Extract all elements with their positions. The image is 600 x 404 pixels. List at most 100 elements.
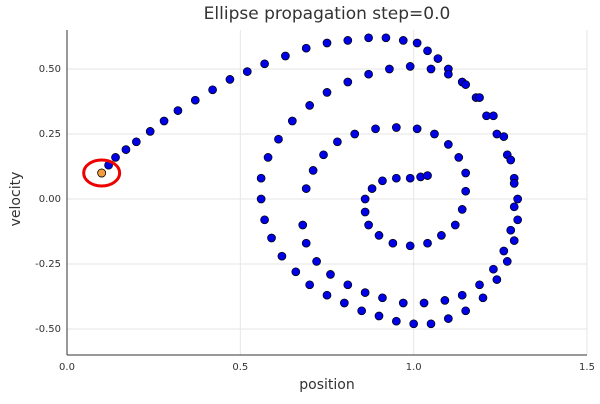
point <box>343 77 353 87</box>
point <box>319 150 328 160</box>
point <box>433 54 443 63</box>
point <box>423 171 432 180</box>
point <box>343 36 353 45</box>
point <box>242 67 252 76</box>
point <box>256 173 266 183</box>
point <box>391 173 401 183</box>
point <box>190 95 200 105</box>
point <box>305 101 315 110</box>
y-tick-label: 0.00 <box>39 194 61 205</box>
point <box>267 233 276 243</box>
point <box>274 134 283 144</box>
point <box>360 194 370 204</box>
point <box>423 238 432 248</box>
point <box>405 62 415 71</box>
point <box>440 296 450 305</box>
point <box>260 215 269 225</box>
point <box>381 33 391 43</box>
point <box>426 319 436 329</box>
point <box>281 51 290 61</box>
point <box>423 46 432 56</box>
point <box>301 184 311 193</box>
point <box>263 153 273 162</box>
point <box>360 288 370 297</box>
point <box>398 36 408 45</box>
point <box>509 179 519 188</box>
point <box>256 194 266 204</box>
point <box>437 231 446 240</box>
point <box>502 257 512 266</box>
point <box>333 137 342 147</box>
point <box>350 129 360 139</box>
point <box>398 298 408 308</box>
highlight-ring <box>82 158 122 188</box>
point <box>364 33 373 43</box>
point <box>499 132 509 141</box>
point <box>506 155 516 165</box>
point <box>385 64 394 74</box>
point <box>506 225 516 235</box>
point <box>287 116 297 126</box>
point <box>461 306 471 316</box>
x-axis-label: position <box>299 377 354 393</box>
point <box>364 220 373 230</box>
point <box>450 220 460 230</box>
point <box>357 306 367 316</box>
point <box>374 311 384 321</box>
point <box>430 129 439 139</box>
point <box>419 298 429 308</box>
point <box>391 316 401 326</box>
point <box>145 127 155 136</box>
point <box>405 241 415 251</box>
point <box>312 257 321 266</box>
point <box>301 43 311 53</box>
point <box>475 93 484 102</box>
point <box>298 220 308 230</box>
point <box>367 184 377 193</box>
point <box>121 145 131 154</box>
point <box>454 153 464 162</box>
point <box>343 280 353 290</box>
x-tick-label: 0.5 <box>232 362 248 373</box>
point <box>388 238 398 248</box>
point <box>509 236 519 245</box>
y-tick-label: -0.50 <box>35 324 61 335</box>
point <box>111 153 120 162</box>
point <box>131 137 141 147</box>
point <box>308 166 318 175</box>
point <box>225 75 235 84</box>
point <box>443 140 453 149</box>
point <box>461 80 471 89</box>
y-axis-label: velocity <box>8 172 24 227</box>
point <box>260 59 269 69</box>
point <box>412 38 422 48</box>
y-tick-label: -0.25 <box>35 259 61 270</box>
point <box>391 123 401 132</box>
point <box>322 38 332 48</box>
point <box>405 173 415 183</box>
point <box>489 264 498 274</box>
highlight-point <box>97 168 107 178</box>
point <box>378 293 387 303</box>
chart-title: Ellipse propagation step=0.0 <box>204 4 451 24</box>
point <box>277 251 287 261</box>
point <box>489 111 498 121</box>
point <box>509 202 519 212</box>
point <box>412 124 422 134</box>
x-tick-label: 0.0 <box>59 362 75 373</box>
point <box>291 267 301 277</box>
point <box>409 319 419 329</box>
point <box>443 69 453 79</box>
x-tick-label: 1.5 <box>579 362 595 373</box>
point <box>426 64 436 74</box>
point <box>513 194 523 204</box>
point <box>461 168 471 178</box>
point <box>499 246 509 256</box>
point <box>513 215 523 225</box>
point <box>322 290 332 300</box>
point <box>301 238 311 248</box>
point <box>457 205 467 214</box>
point <box>492 275 502 284</box>
point <box>371 124 380 134</box>
